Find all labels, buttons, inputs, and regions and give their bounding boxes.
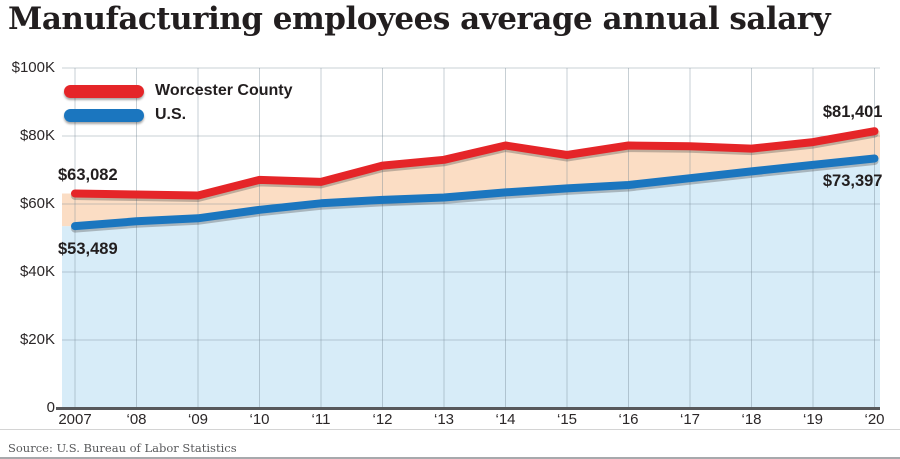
legend-swatch-us: [64, 108, 144, 122]
x-tick-label: ‘18: [741, 411, 762, 428]
data-point-label: $73,397: [822, 172, 883, 191]
x-tick-label: ‘13: [433, 411, 455, 428]
legend-label-us: U.S.: [155, 106, 187, 123]
x-tick-label: ‘15: [556, 411, 578, 428]
x-tick-label: 2007: [58, 411, 92, 428]
us-line: [71, 154, 879, 231]
x-axis-baseline: [56, 407, 880, 410]
y-tick-label: $40K: [19, 263, 55, 280]
y-tick-label: $80K: [19, 127, 55, 144]
x-tick-label: ‘12: [372, 411, 393, 428]
x-tick-label: ‘17: [679, 411, 701, 428]
x-tick-label: ‘16: [618, 411, 639, 428]
legend-swatch-worcester: [64, 84, 144, 98]
source-credit: Source: U.S. Bureau of Labor Statistics: [8, 441, 237, 455]
y-tick-label: $60K: [19, 195, 55, 212]
y-tick-label: 0: [46, 399, 55, 416]
fill-below-us-area: [62, 158, 880, 408]
y-tick-label: $20K: [19, 331, 55, 348]
chart-title: Manufacturing employees average annual s…: [8, 1, 831, 37]
chart-svg: [62, 67, 880, 408]
fill-between-series-area: [62, 131, 880, 227]
chart-legend: Worcester County U.S.: [64, 82, 293, 123]
x-tick-label: ‘14: [495, 411, 516, 428]
x-tick-label: ‘20: [864, 411, 885, 428]
x-tick-label: ‘08: [126, 411, 147, 428]
legend-item-us: U.S.: [64, 106, 293, 123]
data-point-label: $63,082: [58, 165, 118, 184]
x-tick-label: ‘10: [249, 411, 270, 428]
data-point-label: $53,489: [58, 240, 118, 259]
data-point-label: $81,401: [822, 103, 883, 122]
worcester-line: [71, 127, 879, 200]
x-tick-label: ‘19: [802, 411, 824, 428]
x-tick-label: ‘11: [311, 411, 331, 428]
source-divider: [0, 429, 900, 430]
x-tick-label: ‘09: [187, 411, 209, 428]
y-tick-label: $100K: [11, 59, 55, 76]
legend-item-worcester: Worcester County: [64, 82, 293, 99]
legend-label-worcester: Worcester County: [155, 82, 293, 99]
